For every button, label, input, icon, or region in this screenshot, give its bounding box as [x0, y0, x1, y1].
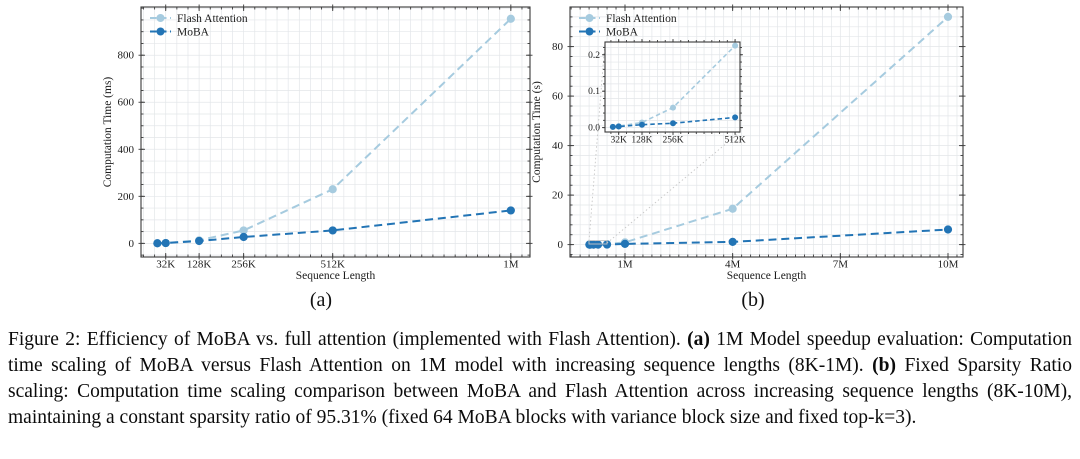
inset-connector-line	[606, 131, 741, 244]
y-tick-label: 0	[558, 239, 564, 251]
x-tick-label: 128K	[631, 136, 652, 146]
x-tick-label: 1M	[617, 259, 633, 271]
y-tick-label: 40	[552, 140, 564, 152]
caption-text: Figure 2: Efficiency of MoBA vs. full at…	[8, 329, 688, 350]
figure-caption: Figure 2: Efficiency of MoBA vs. full at…	[8, 327, 1072, 431]
y-axis-label: Computation Time (ms)	[102, 77, 114, 188]
panel-a-label: (a)	[310, 289, 332, 311]
legend-marker	[585, 27, 594, 36]
x-tick-label: 32K	[610, 136, 627, 146]
y-tick-label: 600	[118, 97, 135, 109]
caption-bold-marker: (a)	[687, 329, 710, 350]
legend-label: MoBA	[177, 26, 210, 38]
legend-marker	[156, 14, 165, 22]
inset-connector-line	[588, 41, 606, 242]
y-tick-label: 60	[552, 91, 564, 103]
data-point	[593, 240, 603, 249]
y-tick-label: 80	[552, 41, 564, 53]
data-point	[615, 123, 622, 130]
caption-text: Fixed Sparsity Ratio scaling: Computatio…	[8, 355, 1072, 428]
x-tick-label: 256K	[662, 136, 683, 146]
axis-box	[140, 6, 531, 258]
data-point	[602, 240, 612, 249]
x-tick-label: 1M	[503, 259, 519, 271]
caption-bold-marker: (b)	[872, 355, 896, 376]
y-tick-label: 20	[552, 190, 564, 202]
data-point	[328, 185, 337, 194]
data-point	[638, 121, 645, 128]
y-tick-label: 200	[118, 191, 135, 203]
y-tick-label: 400	[118, 144, 135, 156]
data-point	[620, 239, 630, 248]
y-axis-label: Computation Time (s)	[531, 81, 543, 183]
data-point	[609, 123, 616, 130]
data-point	[153, 239, 162, 248]
x-tick-label: 512K	[320, 259, 345, 271]
panel-b-inset: 32K 128K 256K 512K 0.0 0.1 0.2	[588, 39, 746, 146]
data-point	[506, 206, 515, 215]
data-point	[670, 104, 677, 111]
data-point	[670, 120, 677, 127]
data-point	[728, 237, 737, 247]
x-tick-label: 256K	[231, 259, 256, 271]
x-axis-label: Sequence Length	[727, 270, 807, 282]
panel-b: 1M 4M 7M 10M 0 20 40 60 80 Sequence Length Computa…	[531, 4, 966, 282]
panel-a: 32K 128K 256K 512K 1M 0 200 400 600 800 Sequence L…	[102, 4, 533, 282]
y-tick-label: 800	[118, 50, 135, 62]
inset-background	[605, 42, 740, 132]
legend-label: Flash Attention	[606, 13, 677, 25]
panel-b-label: (b)	[741, 289, 764, 311]
x-axis-label: Sequence Length	[296, 270, 376, 282]
data-point	[943, 225, 953, 234]
axis-box	[604, 41, 741, 133]
data-point	[506, 14, 515, 23]
legend-label: Flash Attention	[177, 13, 248, 25]
x-tick-label: 128K	[187, 259, 212, 271]
caption-text: 1M Model speedup evaluation: Computation…	[8, 329, 1072, 376]
data-point	[943, 12, 953, 22]
y-tick-label: 0.0	[588, 124, 600, 134]
y-tick-label: 0.2	[588, 51, 600, 61]
zoom-indicate-rect	[588, 240, 608, 245]
data-point	[732, 42, 739, 49]
legend-marker	[585, 14, 594, 22]
data-point	[728, 204, 737, 213]
axis-box	[569, 6, 964, 258]
data-point	[195, 236, 204, 246]
data-point	[732, 114, 739, 121]
x-tick-label: 10M	[938, 259, 959, 271]
x-tick-label: 7M	[833, 259, 849, 271]
legend-marker	[156, 27, 165, 36]
charts-canvas: (a) (b) 32K 128K 256K 512K 1M0200400600800Se…	[102, 4, 966, 311]
y-tick-label: 0.1	[588, 87, 600, 97]
legend-label: MoBA	[606, 26, 639, 38]
x-tick-label: 512K	[725, 136, 746, 146]
data-point	[239, 232, 248, 242]
data-point	[161, 238, 170, 248]
data-point	[239, 226, 248, 235]
figure-2: (a) (b) 32K 128K 256K 512K 1M 0 200 400 600 800 Se…	[8, 4, 1072, 431]
x-tick-label: 4M	[725, 259, 741, 271]
data-point	[328, 226, 337, 235]
y-tick-label: 0	[129, 238, 135, 250]
x-tick-label: 32K	[156, 259, 175, 271]
